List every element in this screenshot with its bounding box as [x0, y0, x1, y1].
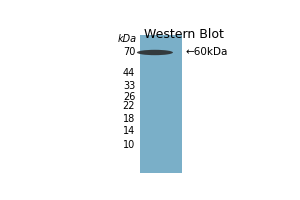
Text: 14: 14: [123, 126, 135, 136]
Text: 33: 33: [123, 81, 135, 91]
Text: 22: 22: [123, 101, 135, 111]
Text: 44: 44: [123, 68, 135, 78]
Text: ←60kDa: ←60kDa: [186, 47, 228, 57]
Text: 10: 10: [123, 140, 135, 150]
FancyBboxPatch shape: [140, 35, 182, 173]
Text: 70: 70: [123, 47, 135, 57]
Text: kDa: kDa: [117, 34, 136, 44]
Ellipse shape: [137, 50, 173, 55]
Text: 18: 18: [123, 114, 135, 124]
Text: Western Blot: Western Blot: [144, 28, 224, 41]
Text: 26: 26: [123, 92, 135, 102]
